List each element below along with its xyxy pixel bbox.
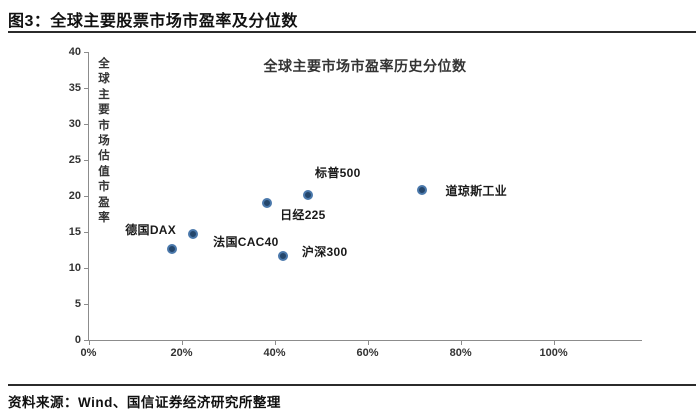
data-point-label: 沪深300 — [301, 244, 348, 259]
y-tick-label: 40 — [68, 46, 81, 58]
y-tick-label: 0 — [74, 334, 81, 346]
title-rule — [8, 31, 696, 33]
data-point-label: 日经225 — [280, 208, 326, 223]
x-tick-label: 20% — [170, 347, 193, 359]
data-point-label: 道琼斯工业 — [445, 183, 508, 198]
y-axis-label: 全球主要市场估值市盈率 — [98, 58, 110, 225]
x-tick-mark — [367, 340, 369, 345]
data-point — [262, 198, 273, 209]
y-tick-mark — [83, 160, 89, 161]
x-tick-label: 40% — [263, 347, 286, 359]
chart-title: 全球主要市场市盈率历史分位数 — [263, 58, 467, 74]
x-tick-label: 60% — [356, 347, 379, 359]
y-tick-mark — [83, 88, 89, 89]
y-tick-label: 10 — [68, 262, 81, 274]
x-axis-line — [88, 340, 642, 341]
y-tick-label: 35 — [68, 82, 81, 94]
x-tick-mark — [274, 340, 276, 345]
y-tick-label: 20 — [68, 190, 81, 202]
y-tick-mark — [83, 232, 89, 233]
y-tick-mark — [83, 304, 89, 305]
data-point — [188, 229, 199, 240]
y-tick-mark — [83, 268, 89, 269]
x-tick-label: 0% — [80, 347, 97, 359]
y-tick-mark — [83, 52, 89, 53]
y-tick-label: 15 — [68, 226, 81, 238]
y-axis-line — [88, 52, 89, 341]
figure-title: 图3：全球主要股票市场市盈率及分位数 — [8, 13, 298, 30]
data-point-label: 德国DAX — [125, 222, 177, 237]
x-tick-label: 100% — [539, 347, 568, 359]
x-tick-mark — [460, 340, 462, 345]
data-point-label: 标普500 — [315, 165, 361, 180]
source-rule — [8, 384, 696, 386]
data-point — [167, 243, 178, 254]
data-point — [303, 189, 314, 200]
source-note: 资料来源：Wind、国信证券经济研究所整理 — [8, 395, 281, 410]
y-tick-mark — [83, 196, 89, 197]
data-point — [277, 250, 288, 261]
y-tick-mark — [83, 340, 89, 341]
data-point — [416, 184, 427, 195]
data-point-label: 法国CAC40 — [213, 235, 279, 250]
x-tick-mark — [181, 340, 183, 345]
y-tick-label: 25 — [68, 154, 81, 166]
x-tick-label: 80% — [449, 347, 472, 359]
x-tick-mark — [553, 340, 555, 345]
y-tick-label: 5 — [74, 298, 81, 310]
y-tick-label: 30 — [68, 118, 81, 130]
x-tick-mark — [88, 340, 90, 345]
y-tick-mark — [83, 124, 89, 125]
